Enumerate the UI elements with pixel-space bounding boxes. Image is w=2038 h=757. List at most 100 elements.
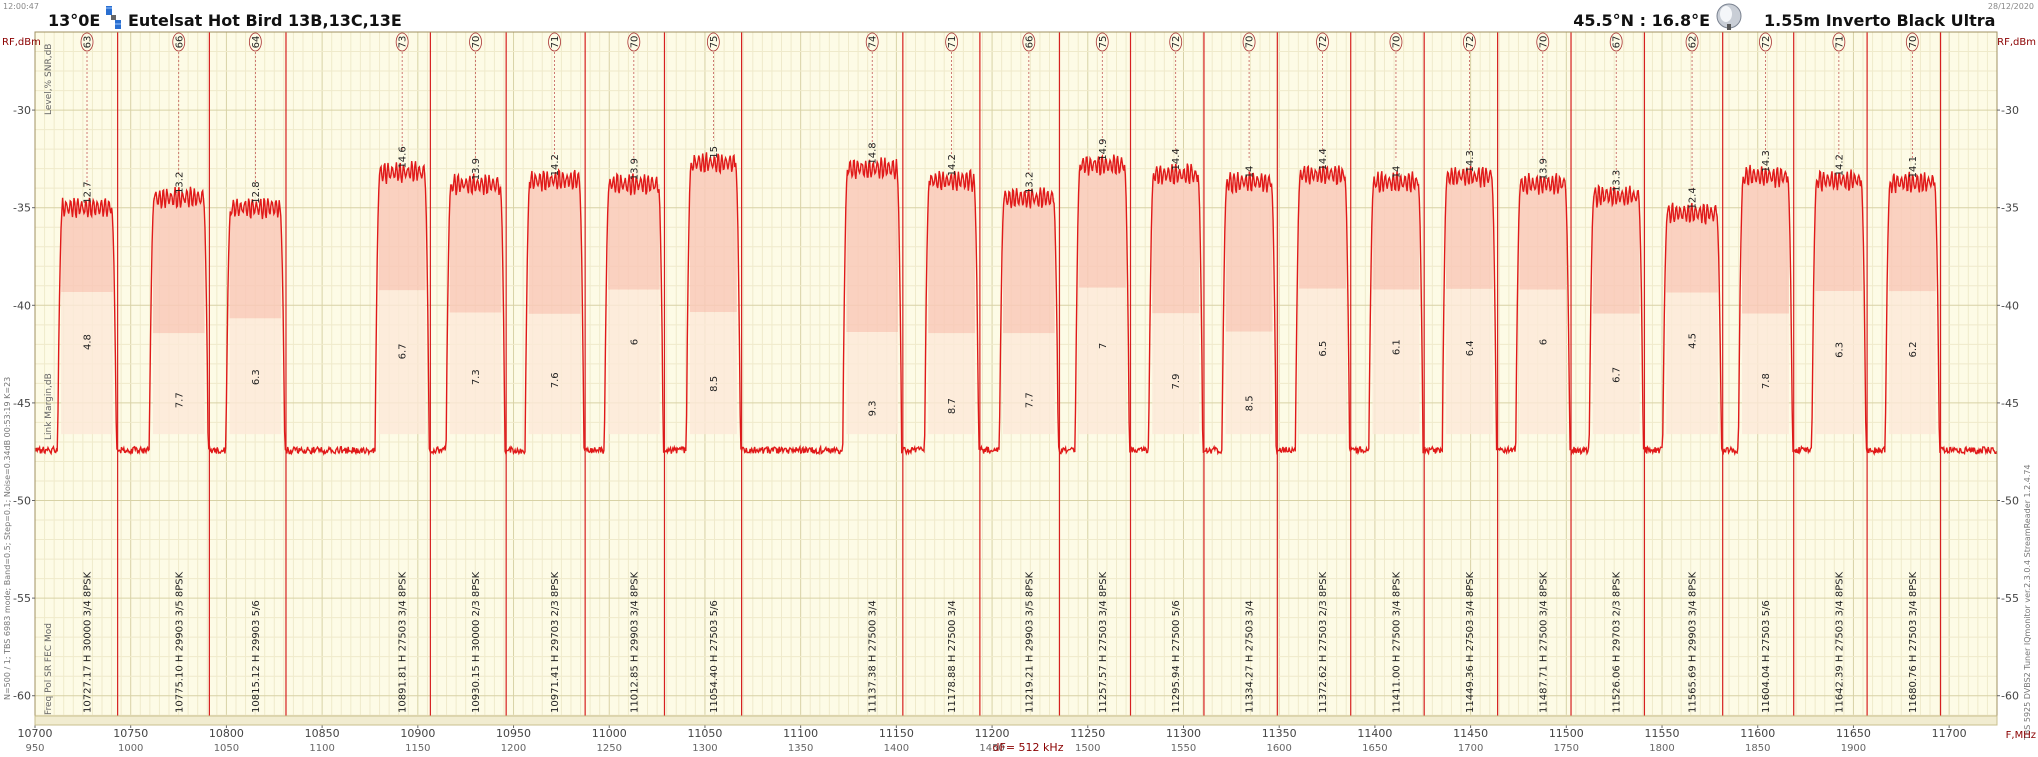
margin-label: 4.8: [83, 334, 94, 350]
transponder-margin-fill: [1519, 289, 1567, 435]
x2-tick-label: 1750: [1554, 743, 1579, 754]
x-tick-label: 11100: [783, 727, 818, 740]
level-badge: [1095, 32, 1109, 52]
transponder-fill: [1519, 184, 1567, 290]
x2-tick-label: 1150: [405, 743, 430, 754]
level-label: 71: [1834, 36, 1845, 49]
transponder-fill: [1815, 180, 1863, 292]
level-badge: [1022, 32, 1036, 52]
x2-tick-label: 1250: [597, 743, 622, 754]
snr-label: 14.2: [550, 154, 561, 176]
level-label: 64: [251, 36, 262, 49]
snr-label: 14: [1391, 166, 1402, 179]
level-badge: [1316, 32, 1329, 52]
transponder-fill: [846, 168, 899, 333]
header-dish: 1.55m Inverto Black Ultra: [1764, 11, 1995, 30]
snr-label: 12.8: [251, 181, 262, 203]
margin-label: 8.5: [1245, 395, 1256, 411]
snr-label: 14.2: [1834, 154, 1845, 176]
level-label: 70: [1245, 36, 1256, 49]
x-tick-label: 11250: [1070, 727, 1105, 740]
snr-label: 13.9: [471, 158, 482, 180]
margin-label: 4.5: [1688, 333, 1699, 349]
transponder-margin-fill: [1815, 291, 1863, 435]
level-badge: [1169, 32, 1183, 52]
x2-tick-label: 1900: [1841, 743, 1866, 754]
y-tick-label-left: -60: [13, 690, 31, 703]
snr-label: 13.9: [629, 158, 640, 180]
level-badge: [1905, 32, 1919, 52]
transponder-params: 10891.81 H 27503 3/4 8PSK: [398, 571, 409, 713]
y-axis-label-left: RF,dBm: [2, 37, 41, 48]
header-bar: 12:00:47 28/12/2020 13°0E Eutelsat Hot B…: [3, 2, 2034, 30]
margin-label: 6: [629, 339, 640, 345]
level-label: 67: [1612, 36, 1623, 49]
transponder-params: 11219.21 H 29903 3/5 8PSK: [1024, 571, 1035, 713]
margin-label: 7.8: [1761, 373, 1772, 389]
margin-label: 6.7: [398, 344, 409, 360]
transponder-margin-fill: [689, 312, 737, 435]
level-badge: [1462, 32, 1476, 52]
x2-tick-label: 1800: [1649, 743, 1674, 754]
margin-label: 7.7: [174, 392, 185, 408]
x2-tick-label: 1550: [1171, 743, 1196, 754]
axes: -30 -30 -35 -35 -40 -40 -45 -45 -50 -50 -55 -55 -60 -…: [13, 104, 2019, 754]
transponder-params: 10815.12 H 29903 5/6: [251, 600, 262, 713]
level-badge: [1685, 32, 1699, 52]
x-tick-label: 11400: [1357, 727, 1392, 740]
level-badge: [1536, 32, 1550, 52]
x-tick-label: 10800: [209, 727, 244, 740]
level-badge: [945, 32, 959, 52]
transponder-params: 11680.76 H 27503 3/4 8PSK: [1908, 571, 1919, 713]
x-tick-label: 11000: [592, 727, 627, 740]
margin-label: 9.3: [868, 401, 879, 417]
transponder-margin-fill: [1666, 292, 1718, 435]
x-tick-label: 11300: [1166, 727, 1201, 740]
transponder-params: 11604.04 H 27503 5/6: [1761, 600, 1772, 713]
margin-label: 6.4: [1465, 340, 1476, 356]
bandwidth-label: dF= 512 kHz: [993, 741, 1064, 754]
snr-label: 12.7: [83, 181, 94, 203]
transponder-params: 11137.38 H 27500 3/4: [868, 600, 879, 713]
transponder-fill: [378, 172, 426, 291]
x2-tick-label: 1600: [1266, 743, 1291, 754]
x2-tick-label: 1000: [118, 743, 143, 754]
snr-label: 14.9: [1098, 138, 1109, 160]
side-text-software: TBS 5925 DVBS2 Tuner IQmonitor ver.2.3.0…: [2023, 464, 2032, 741]
level-label: 72: [1761, 36, 1772, 49]
transponder-fill: [152, 197, 205, 334]
transponder-params: 10727.17 H 30000 3/4 8PSK: [83, 571, 94, 713]
snr-label: 13.2: [1024, 172, 1035, 194]
transponder-params: 11642.39 H 27503 3/4 8PSK: [1834, 571, 1845, 713]
x2-tick-label: 1650: [1362, 743, 1387, 754]
margin-label: 7.6: [550, 372, 561, 388]
transponder-params: 11178.88 H 27500 3/4: [947, 600, 958, 713]
snr-label: 12.4: [1688, 187, 1699, 209]
snr-label: 15: [709, 146, 720, 159]
x2-tick-label: 1300: [692, 743, 717, 754]
margin-label: 6.3: [251, 369, 262, 385]
level-label: 72: [1171, 36, 1182, 49]
level-label: 66: [1024, 36, 1035, 49]
snr-label: 14.4: [1318, 148, 1329, 170]
level-label: 72: [1465, 36, 1476, 49]
transponder-margin-fill: [1152, 313, 1200, 435]
level-badge: [1609, 32, 1623, 52]
transponder-fill: [61, 207, 113, 293]
level-label: 71: [947, 36, 958, 49]
x2-tick-label: 1100: [309, 743, 334, 754]
level-label: 75: [709, 36, 720, 49]
transponder-margin-fill: [528, 313, 581, 435]
y-tick-label-right: -40: [2001, 299, 2019, 312]
level-badge: [469, 32, 482, 52]
transponder-fill: [1666, 213, 1718, 293]
transponder-fill: [1372, 182, 1420, 290]
transponder-margin-fill: [1003, 333, 1055, 435]
transponder-margin-fill: [1592, 313, 1640, 435]
transponder-params: 11054.40 H 27503 5/6: [709, 600, 720, 713]
transponder-fill: [1003, 197, 1055, 334]
margin-label: 6: [1538, 339, 1549, 345]
side-text-level-snr: Level,% SNR,dB: [44, 44, 54, 115]
margin-label: 6.5: [1318, 341, 1329, 357]
